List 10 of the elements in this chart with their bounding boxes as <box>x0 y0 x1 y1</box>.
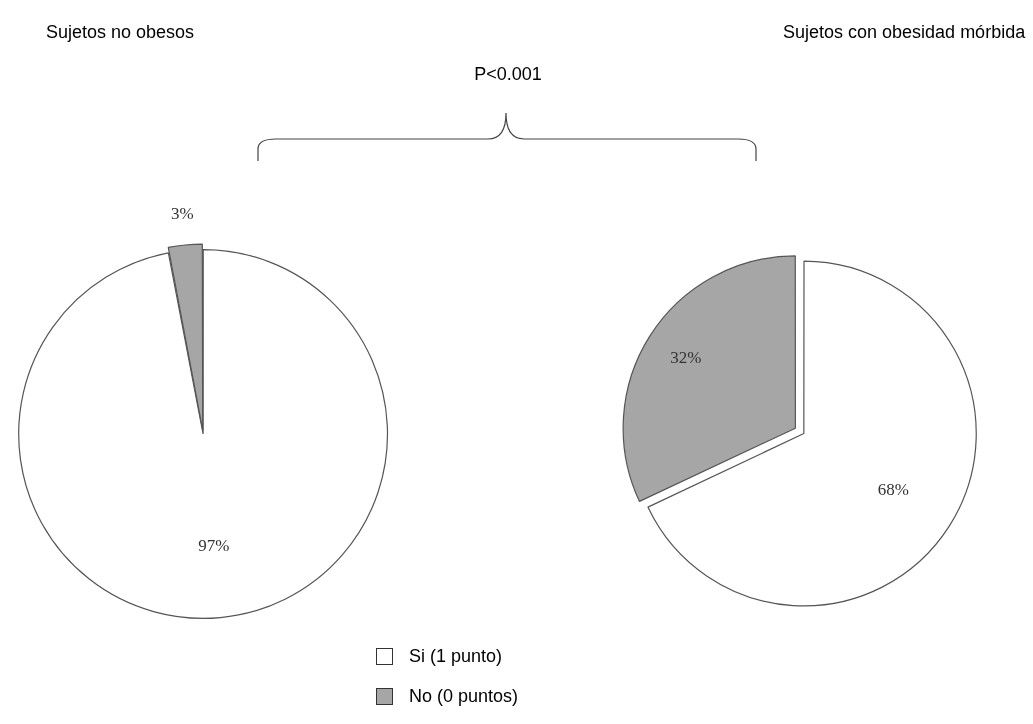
data-label: 68% <box>877 479 909 499</box>
slice-label: Sujetos con obesidad mórbida <box>783 22 1026 43</box>
data-label: 3% <box>171 204 194 224</box>
legend: Si (1 punto) No (0 puntos) <box>376 636 519 716</box>
data-label: 32% <box>670 348 702 368</box>
slice-label: Si (1 punto) <box>409 645 503 667</box>
data-label: 97% <box>198 536 230 555</box>
legend-label: No (0 puntos) <box>409 685 519 707</box>
text: P<0.001 <box>473 64 543 85</box>
slice-label: Sujetos no obesos <box>46 22 195 43</box>
